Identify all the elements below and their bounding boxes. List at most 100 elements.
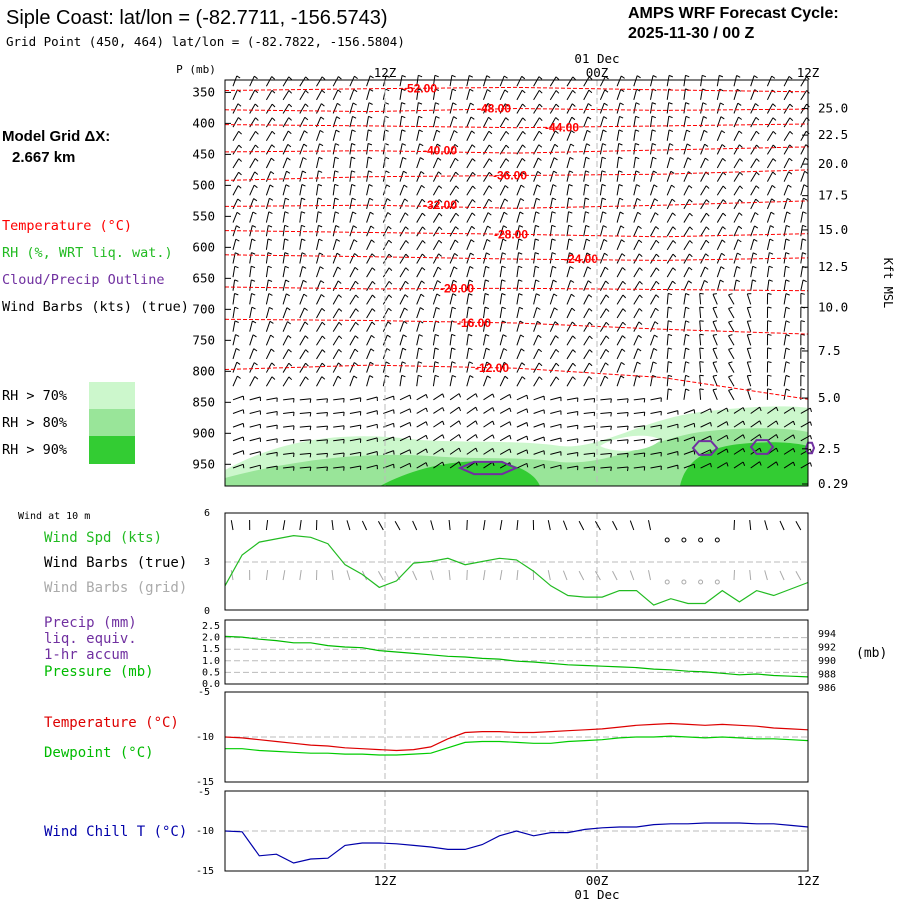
wind-barb: [650, 240, 657, 251]
pressure-tick-550: 550: [192, 208, 215, 223]
wind-barb-flag: [304, 103, 309, 107]
wind-barb: [416, 393, 427, 401]
wind-barb: [766, 266, 770, 278]
wind-barb-flag: [555, 76, 560, 80]
wind-barb-flag: [436, 293, 441, 297]
wind-barb-flag: [471, 225, 476, 230]
wind-barb-flag: [321, 321, 326, 326]
wind-barb-flag: [338, 308, 343, 312]
wind-barb-flag: [654, 321, 659, 325]
wind-barb-flag: [618, 184, 623, 187]
wind-barb: [249, 451, 261, 455]
wind-barb-flag: [284, 224, 289, 228]
wind-barb: [650, 451, 662, 455]
wind-barb-flag: [368, 115, 373, 119]
rh70-label: RH > 70%: [2, 388, 67, 404]
wind-barb: [516, 184, 522, 196]
wind-barb-flag: [458, 461, 462, 466]
wind-barb-flag: [442, 420, 445, 426]
wind-barb: [599, 211, 604, 223]
rh90-label: RH > 90%: [2, 442, 67, 458]
wind-barb: [232, 307, 236, 319]
wind-barb: [583, 376, 590, 387]
wind-barb: [650, 88, 654, 100]
wind-barb-flag: [405, 280, 409, 285]
wind-barb-flag: [627, 466, 629, 472]
wind-barb: [316, 130, 321, 141]
wind-barb-flag: [535, 293, 541, 296]
wind-barb: [265, 238, 269, 250]
wind-barb-flag: [504, 375, 509, 380]
surface-barb: [483, 520, 486, 531]
wind-barb: [783, 76, 790, 87]
wind-barb: [265, 198, 270, 210]
wind-barb-flag: [637, 225, 642, 229]
wind-barb-flag: [552, 184, 557, 187]
wind-barb-flag: [568, 238, 573, 242]
wind-barb-flag: [370, 348, 375, 352]
wind-barb-flag: [693, 450, 696, 455]
wind-barb: [699, 334, 702, 346]
wind-barb-flag: [602, 197, 607, 201]
surface-barb: [779, 520, 785, 531]
wind-barb: [232, 422, 244, 428]
wind-barb-flag: [686, 129, 691, 133]
height-tick-15.0: 15.0: [818, 222, 848, 237]
wind-barb: [399, 184, 405, 196]
wind-barb: [583, 425, 595, 428]
calm-circle: [664, 537, 670, 543]
wind-barb-flag: [475, 393, 478, 398]
wind-barb-flag: [637, 211, 642, 215]
wind-barb: [667, 464, 678, 469]
wind-barb: [800, 117, 807, 128]
wind-barb: [282, 144, 289, 155]
wind-barb: [700, 171, 707, 182]
wind-barb: [516, 171, 523, 182]
bottom-axis-label-00z: 00Z: [586, 873, 609, 888]
wind-barb: [249, 307, 253, 319]
wind-barb-flag: [385, 156, 390, 160]
wind-barb: [499, 198, 506, 210]
pressure-tick-800: 800: [192, 363, 215, 378]
wind-barb-flag: [586, 143, 591, 147]
wind-barb-flag: [435, 333, 440, 337]
wind-barb-flag: [353, 362, 358, 366]
wind-barb: [299, 362, 307, 373]
wind-barb: [716, 239, 723, 251]
wind-barb: [332, 170, 336, 182]
grid-barb: [230, 570, 234, 581]
wind-barb: [416, 361, 419, 373]
wind-barb: [266, 438, 278, 442]
wind-barb: [699, 320, 702, 332]
wind-barb-flag: [271, 144, 276, 148]
wind-barb-flag: [334, 197, 339, 201]
wind-barb-flag: [237, 375, 241, 379]
wind-barb-flag: [268, 279, 273, 282]
wind-barb-flag: [288, 103, 293, 108]
wind-barb: [667, 410, 678, 414]
wind-barb: [583, 266, 588, 278]
calm-circle-grid: [714, 579, 720, 585]
wind-barb-flag: [639, 267, 643, 271]
wind-barb: [249, 362, 255, 373]
wind-barb-flag: [736, 266, 741, 269]
wind-barb: [550, 464, 562, 469]
wind-barb-flag: [485, 347, 490, 351]
wind-barb: [633, 335, 639, 346]
wind-barb-flag: [722, 226, 726, 230]
wind-barb-flag: [285, 197, 290, 201]
wind-barb: [232, 266, 236, 278]
wind-barb-flag: [254, 158, 259, 162]
wind-barb: [433, 461, 443, 469]
wind-barb: [266, 424, 278, 428]
wind-barb: [249, 266, 252, 278]
rh80-swatch: [89, 409, 135, 436]
surface-wind-barbs: [230, 519, 802, 585]
wind-barb: [599, 239, 605, 250]
wind-barb-flag: [627, 398, 629, 403]
wind-barb-flag: [403, 320, 408, 324]
wind-barb-flag: [421, 185, 425, 189]
wind-barb: [299, 335, 306, 346]
wind-barb-flag: [605, 321, 610, 326]
wind-barb-flag: [318, 156, 323, 160]
